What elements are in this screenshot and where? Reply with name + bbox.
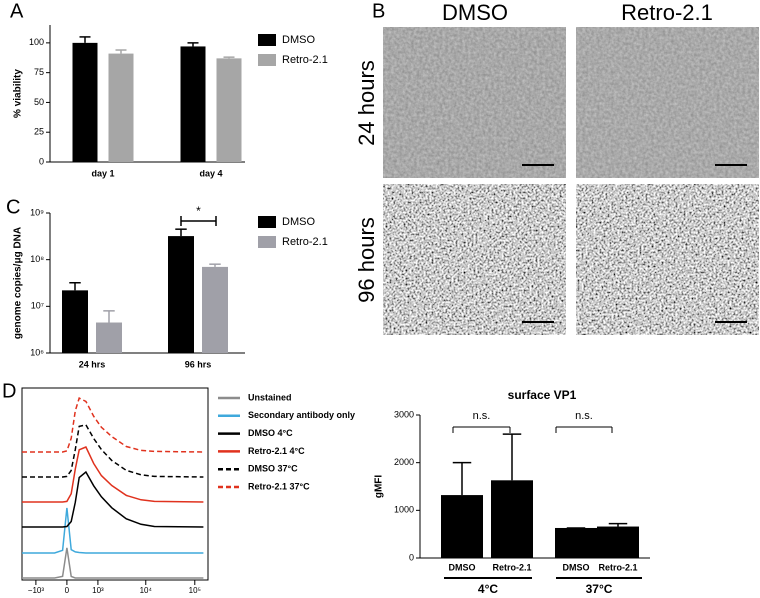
legend-label: DMSO xyxy=(282,216,315,228)
x-tick-label: 24 hrs xyxy=(79,359,106,369)
micrograph-texture xyxy=(576,27,759,178)
histogram-curve xyxy=(22,507,204,554)
histogram-curve xyxy=(22,470,204,528)
bar xyxy=(72,42,98,162)
x-tick-label: day 4 xyxy=(199,168,222,178)
y-tick-label: 100 xyxy=(29,37,44,47)
x-tick-label: 96 hrs xyxy=(185,359,212,369)
bar xyxy=(96,322,122,353)
legend-label: Unstained xyxy=(248,392,292,402)
legend-swatch xyxy=(258,216,276,228)
x-tick-label: 0 xyxy=(65,586,70,595)
y-axis-label: genome copies/μg DNA xyxy=(13,227,24,339)
legend-label: Secondary antibody only xyxy=(248,410,355,420)
legend-label: Retro-2.1 xyxy=(282,54,328,66)
bar xyxy=(597,526,639,558)
x-tick-label: Retro-2.1 xyxy=(492,562,531,572)
micrographs: DMSO Retro-2.1 24 hours 96 hours xyxy=(354,0,759,335)
x-tick-label: DMSO xyxy=(449,562,476,572)
column-label: DMSO xyxy=(442,0,508,25)
micrograph xyxy=(576,184,759,335)
group-label: 37°C xyxy=(586,582,613,596)
bar xyxy=(555,527,597,558)
row-label: 24 hours xyxy=(354,60,379,146)
bar xyxy=(108,53,134,162)
x-tick-label: 10³ xyxy=(92,586,104,595)
legend-swatch xyxy=(258,54,276,66)
bar xyxy=(441,495,483,558)
significance-bracket xyxy=(452,426,511,433)
y-tick-label: 50 xyxy=(34,97,44,107)
y-tick-label: 25 xyxy=(34,127,44,137)
y-tick-label: 1000 xyxy=(394,505,414,515)
x-tick-label: 10⁵ xyxy=(189,586,201,595)
significance-bracket xyxy=(180,216,217,226)
legend-label: DMSO 4°C xyxy=(248,428,293,438)
panel-label: D xyxy=(2,380,16,402)
column-label: Retro-2.1 xyxy=(621,0,713,25)
legend-label: Retro-2.1 4°C xyxy=(248,446,305,456)
x-tick-label: 10⁴ xyxy=(140,586,153,595)
y-tick-label: 0 xyxy=(409,552,414,562)
histogram-curve xyxy=(22,547,204,579)
bar xyxy=(180,46,206,162)
bar xyxy=(216,58,242,162)
significance-label: * xyxy=(196,204,201,218)
y-tick-label: 10⁷ xyxy=(31,301,44,311)
significance-label: n.s. xyxy=(575,410,593,422)
histogram-frame xyxy=(21,387,209,581)
legend-swatch xyxy=(258,236,276,248)
micrograph xyxy=(383,184,566,335)
y-tick-label: 75 xyxy=(34,67,44,77)
x-tick-label: DMSO xyxy=(563,562,590,572)
legend-label: DMSO 37°C xyxy=(248,464,298,474)
histogram-curve xyxy=(22,446,204,503)
x-tick-label: −10³ xyxy=(28,586,45,595)
panel-label: A xyxy=(10,0,24,22)
micrograph-texture xyxy=(383,27,566,178)
y-axis-label: % viability xyxy=(13,69,24,118)
bar xyxy=(491,480,533,558)
x-tick-label: Retro-2.1 xyxy=(598,562,637,572)
x-tick-label: day 1 xyxy=(91,168,114,178)
panel-label: C xyxy=(6,196,20,218)
legend-label: DMSO xyxy=(282,34,315,46)
bar xyxy=(168,236,194,353)
bar xyxy=(202,266,228,353)
y-tick-label: 0 xyxy=(39,156,44,166)
histogram-curve xyxy=(22,397,204,453)
legend-label: Retro-2.1 xyxy=(282,236,328,248)
group-label: 4°C xyxy=(478,582,498,596)
panel-label: B xyxy=(372,0,385,22)
y-tick-label: 2000 xyxy=(394,457,414,467)
y-tick-label: 10⁶ xyxy=(30,347,44,357)
y-tick-label: 3000 xyxy=(394,409,414,419)
y-axis-label: gMFI xyxy=(374,475,385,499)
significance-bracket xyxy=(555,426,613,433)
significance-label: n.s. xyxy=(473,410,491,422)
bar xyxy=(62,290,88,353)
y-tick-label: 10⁹ xyxy=(30,207,44,217)
legend-swatch xyxy=(258,34,276,46)
chart-title: surface VP1 xyxy=(508,388,577,402)
y-tick-label: 10⁸ xyxy=(30,254,44,264)
legend-label: Retro-2.1 37°C xyxy=(248,481,310,491)
row-label: 96 hours xyxy=(354,217,379,303)
histogram-curve xyxy=(22,423,204,478)
